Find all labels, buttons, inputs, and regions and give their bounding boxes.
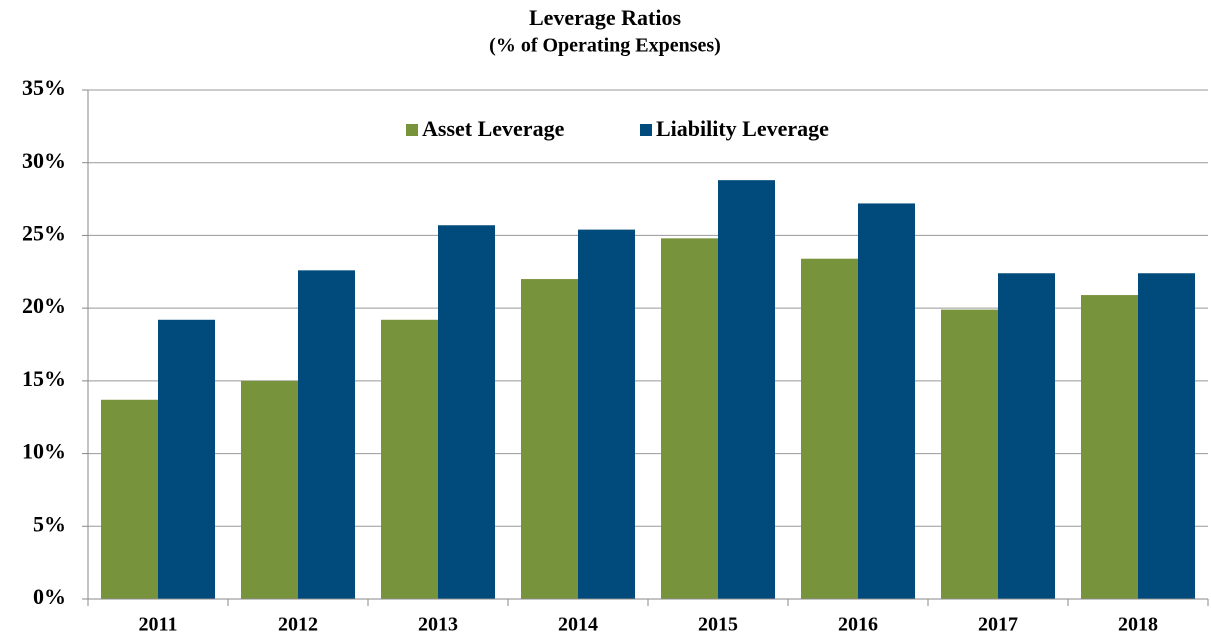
- x-tick-label: 2016: [838, 614, 878, 636]
- legend-label: Liability Leverage: [656, 116, 829, 141]
- legend-label: Asset Leverage: [422, 116, 565, 141]
- bar: [241, 380, 298, 599]
- x-tick-label: 2014: [558, 614, 598, 636]
- bar: [578, 229, 635, 599]
- y-tick-label: 25%: [22, 220, 66, 245]
- bar: [941, 309, 998, 599]
- bar: [438, 225, 495, 599]
- chart-title: Leverage Ratios: [529, 5, 682, 30]
- y-tick-label: 0%: [33, 584, 66, 609]
- legend-swatch: [640, 124, 652, 136]
- legend-swatch: [406, 124, 418, 136]
- x-tick-label: 2017: [978, 614, 1018, 636]
- bar: [858, 203, 915, 600]
- bar: [101, 399, 158, 599]
- y-tick-label: 10%: [22, 439, 66, 464]
- x-tick-label: 2018: [1118, 614, 1158, 636]
- bar: [801, 258, 858, 599]
- x-tick-label: 2013: [418, 614, 458, 636]
- bar: [158, 319, 215, 599]
- bar: [521, 279, 578, 599]
- x-tick-label: 2011: [139, 614, 178, 636]
- y-tick-label: 15%: [22, 366, 66, 391]
- y-tick-label: 30%: [22, 148, 66, 173]
- chart-subtitle: (% of Operating Expenses): [489, 35, 721, 57]
- bar: [381, 319, 438, 599]
- bar: [298, 270, 355, 599]
- y-tick-label: 35%: [22, 75, 66, 100]
- bar: [1138, 273, 1195, 599]
- y-tick-label: 20%: [22, 293, 66, 318]
- bar: [998, 273, 1055, 599]
- bar: [1081, 295, 1138, 599]
- y-tick-label: 5%: [33, 511, 66, 536]
- x-tick-label: 2012: [278, 614, 318, 636]
- x-tick-label: 2015: [698, 614, 738, 636]
- bar: [718, 180, 775, 599]
- bar: [661, 238, 718, 599]
